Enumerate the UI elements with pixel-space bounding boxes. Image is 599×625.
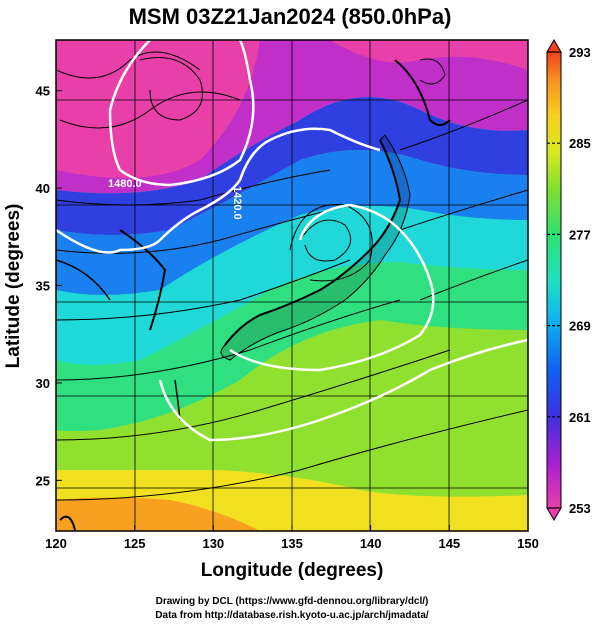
y-tick-label: 35 [36, 279, 50, 294]
y-tick-label: 40 [36, 181, 50, 196]
colorbar-scale [546, 51, 562, 509]
contour-line-low [108, 40, 255, 187]
x-tick-label: 140 [360, 536, 382, 551]
contour-label-1420: 1420.0 [231, 186, 243, 220]
colorbar-tick-label: 285 [569, 136, 591, 151]
y-tick-label: 30 [36, 376, 50, 391]
y-axis-ticks: 25 30 35 40 45 [36, 84, 62, 488]
colorbar-tick-label: 261 [569, 410, 591, 425]
y-axis-label: Latitude (degrees) [3, 204, 24, 369]
x-tick-label: 130 [202, 536, 224, 551]
contour-line-1480 [56, 127, 381, 254]
colorbar-bottom-arrow [546, 507, 562, 521]
contour-line-1420 [158, 338, 528, 442]
colorbar-tick-label: 253 [569, 501, 591, 516]
contour-label-1480: 1480.0 [108, 178, 142, 190]
colorbar-ticks: 253 261 269 277 285 293 [547, 45, 591, 516]
coastlines [56, 59, 451, 531]
x-axis-label: Longitude (degrees) [201, 560, 384, 581]
height-contours [56, 40, 528, 442]
y-tick-label: 25 [36, 473, 50, 488]
colorbar: 253 261 269 277 285 293 [546, 39, 591, 521]
streamlines [56, 51, 528, 501]
x-tick-label: 125 [124, 536, 146, 551]
chart-title: MSM 03Z21Jan2024 (850.0hPa) [129, 4, 452, 29]
x-tick-label: 120 [45, 536, 67, 551]
contour-line-inner [229, 203, 435, 372]
credit-drawing: Drawing by DCL (https://www.gfd-dennou.o… [156, 596, 429, 607]
colorbar-tick-label: 293 [569, 45, 591, 60]
x-tick-label: 135 [281, 536, 303, 551]
credit-data: Data from http://database.rish.kyoto-u.a… [155, 610, 429, 621]
x-axis-ticks: 120 125 130 135 140 145 150 [45, 525, 539, 551]
colorbar-top-arrow [546, 39, 562, 53]
colorbar-tick-label: 277 [569, 227, 591, 242]
y-tick-label: 45 [36, 84, 50, 99]
colorbar-tick-label: 269 [569, 319, 591, 334]
x-tick-label: 150 [517, 536, 539, 551]
x-tick-label: 145 [438, 536, 460, 551]
